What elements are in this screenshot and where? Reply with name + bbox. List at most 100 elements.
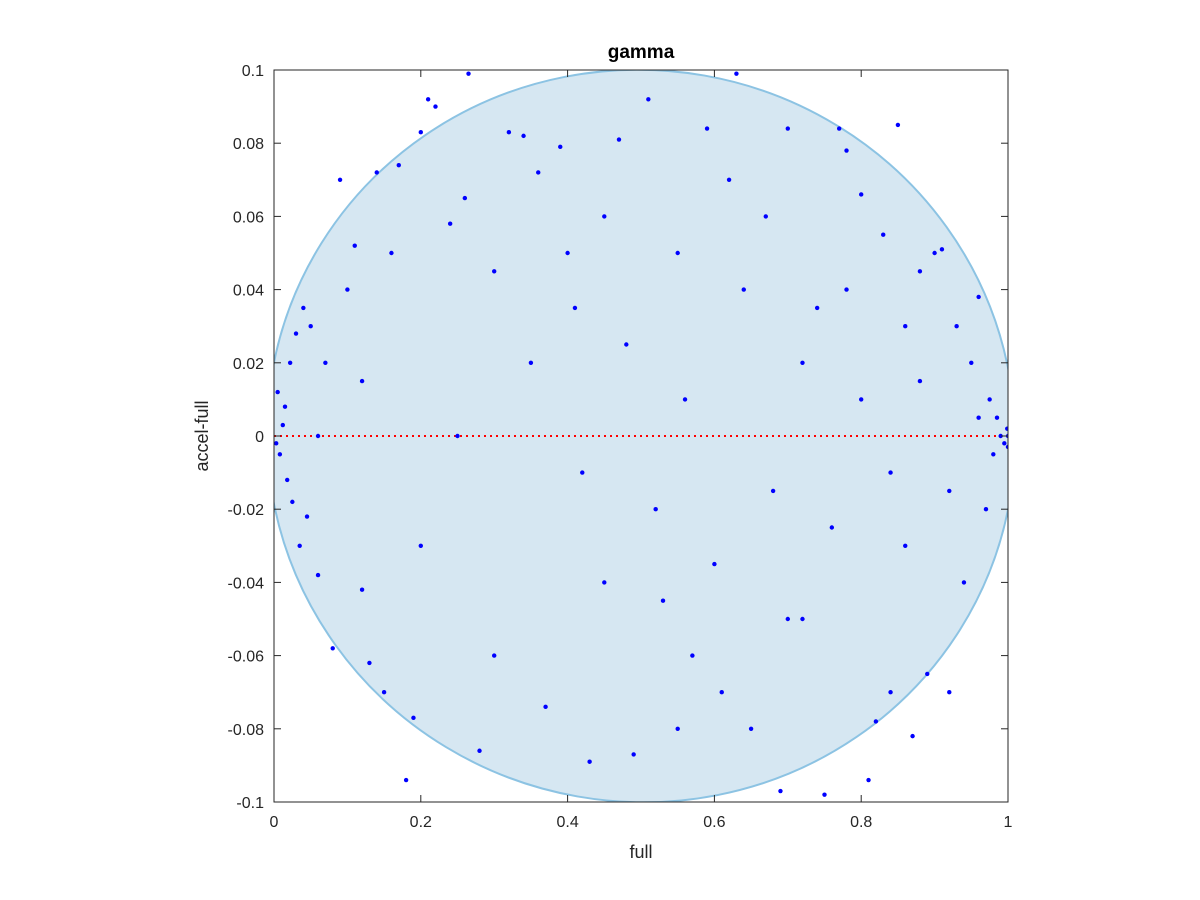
- data-point: [800, 616, 805, 622]
- data-point: [748, 726, 754, 731]
- y-axis-ticks: -0.1 -0.08 -0.06 -0.04 -0.02 0 0.02 0.04 0.06 0.0…: [228, 63, 1008, 812]
- data-point: [528, 360, 534, 365]
- data-point: [947, 488, 952, 494]
- data-point: [455, 433, 460, 439]
- x-tick-label: 0.2: [410, 814, 432, 831]
- data-point: [925, 671, 930, 677]
- data-point: [315, 433, 321, 439]
- data-point: [345, 287, 350, 292]
- data-point: [778, 788, 783, 794]
- data-point: [536, 170, 541, 175]
- data-point: [543, 704, 548, 710]
- data-point: [374, 170, 379, 175]
- data-point: [976, 415, 981, 420]
- data-point: [565, 250, 570, 256]
- y-tick-label: 0.04: [233, 283, 264, 300]
- data-point: [433, 104, 438, 109]
- data-point: [903, 543, 908, 548]
- x-tick-label: 0.4: [556, 814, 578, 831]
- data-point: [947, 690, 952, 695]
- data-point: [624, 342, 629, 347]
- data-point: [297, 543, 302, 548]
- y-tick-label: -0.1: [236, 795, 264, 812]
- data-point: [763, 214, 768, 219]
- data-point: [910, 733, 915, 739]
- data-point: [587, 759, 592, 764]
- data-point: [690, 653, 695, 658]
- data-point: [466, 71, 471, 76]
- plot-area: [273, 69, 1009, 803]
- y-axis-label: accel-full: [192, 400, 212, 471]
- y-tick-label: -0.04: [228, 575, 265, 592]
- data-point: [932, 250, 937, 256]
- data-point: [389, 250, 394, 256]
- data-point: [352, 243, 357, 248]
- data-point: [866, 777, 871, 783]
- data-point: [734, 71, 739, 76]
- data-point: [411, 715, 416, 721]
- data-point: [741, 287, 746, 292]
- y-tick-label: -0.08: [228, 722, 265, 739]
- data-point: [290, 499, 295, 505]
- data-point: [881, 232, 886, 237]
- data-point: [976, 294, 981, 300]
- data-point: [660, 598, 666, 603]
- data-point: [274, 441, 279, 446]
- data-point: [572, 305, 578, 311]
- data-point: [304, 514, 310, 519]
- data-point: [323, 360, 328, 365]
- data-point: [939, 247, 945, 252]
- y-tick-label: 0.06: [233, 209, 264, 226]
- data-point: [337, 177, 343, 182]
- x-tick-label: 0.8: [850, 814, 872, 831]
- data-point: [580, 470, 585, 475]
- x-tick-label: 0: [270, 814, 279, 831]
- data-point: [418, 130, 423, 135]
- y-tick-label: -0.02: [228, 502, 265, 519]
- data-point: [719, 690, 724, 695]
- data-point: [675, 726, 680, 731]
- data-point: [285, 477, 290, 483]
- data-point: [712, 561, 717, 567]
- data-point: [785, 616, 790, 622]
- data-point: [280, 422, 286, 428]
- data-point: [315, 572, 321, 578]
- y-tick-label: 0: [255, 429, 264, 446]
- data-point: [1002, 441, 1007, 446]
- data-point: [859, 397, 864, 402]
- data-point: [275, 389, 280, 395]
- x-axis-label: full: [629, 842, 652, 862]
- data-point: [282, 404, 288, 409]
- data-point: [859, 192, 864, 197]
- data-point: [602, 214, 607, 219]
- data-point: [969, 360, 974, 365]
- data-point: [381, 690, 387, 695]
- data-point: [836, 126, 842, 131]
- data-point: [991, 452, 996, 457]
- data-point: [983, 507, 989, 512]
- data-point: [492, 653, 497, 658]
- data-point: [602, 580, 607, 585]
- data-point: [308, 324, 313, 329]
- data-point: [800, 360, 805, 365]
- y-tick-label: -0.06: [228, 649, 265, 666]
- data-point: [675, 250, 680, 256]
- y-tick-label: 0.1: [242, 63, 264, 80]
- data-point: [330, 646, 335, 651]
- data-point: [814, 305, 820, 311]
- data-point: [418, 543, 423, 548]
- data-point: [770, 488, 776, 494]
- data-point: [873, 719, 879, 724]
- data-point: [447, 221, 453, 226]
- data-point: [558, 144, 563, 150]
- data-point: [359, 587, 365, 592]
- data-points: [274, 71, 1008, 797]
- data-point: [954, 324, 959, 329]
- data-point: [987, 397, 992, 402]
- data-point: [888, 690, 893, 695]
- data-point: [704, 126, 710, 131]
- data-point: [277, 452, 283, 457]
- data-point: [1005, 444, 1008, 450]
- data-point: [1005, 426, 1008, 431]
- data-point: [844, 148, 849, 153]
